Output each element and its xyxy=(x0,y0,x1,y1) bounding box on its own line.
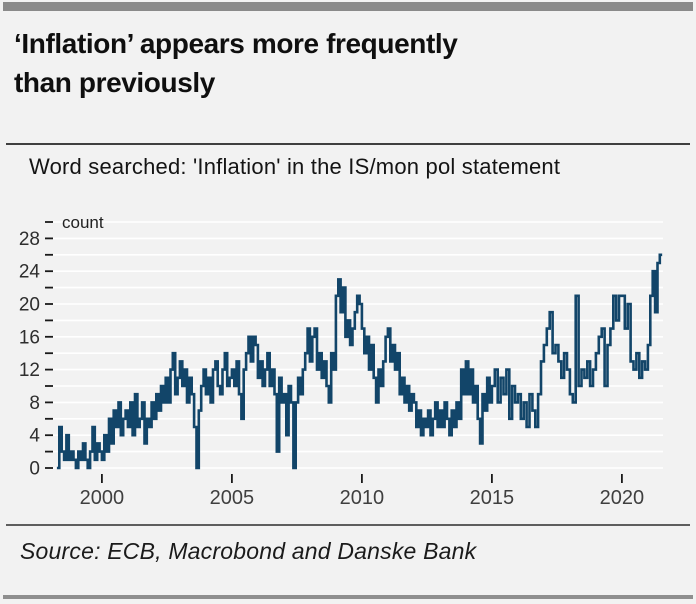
top-border-bar xyxy=(3,2,693,11)
svg-text:2000: 2000 xyxy=(80,487,125,509)
svg-text:2010: 2010 xyxy=(340,487,385,509)
svg-text:count: count xyxy=(62,213,104,232)
source-divider xyxy=(6,524,690,526)
svg-text:24: 24 xyxy=(19,262,41,283)
svg-text:0: 0 xyxy=(29,459,40,480)
svg-text:8: 8 xyxy=(29,393,40,414)
svg-text:2020: 2020 xyxy=(600,487,645,509)
chart-headline-line1: ‘Inflation’ appears more frequently xyxy=(14,28,458,59)
svg-text:2015: 2015 xyxy=(470,487,515,509)
svg-text:20: 20 xyxy=(19,295,40,316)
chart-headline-line2: than previously xyxy=(14,67,215,99)
inflation-word-count-chart: 0 4 8 12 16 20 24 28 count 2000 2005 2010 2015 2020 xyxy=(19,213,663,509)
source-note: Source: ECB, Macrobond and Danske Bank xyxy=(20,538,477,564)
chart-headline: ‘Inflation’ appears more frequently than … xyxy=(14,24,674,102)
bottom-border-bar xyxy=(3,595,693,599)
headline-divider xyxy=(6,143,690,145)
svg-text:16: 16 xyxy=(19,327,40,348)
chart-subtitle: Word searched: 'Inflation' in the IS/mon… xyxy=(29,154,561,179)
svg-text:12: 12 xyxy=(19,360,40,381)
svg-text:28: 28 xyxy=(19,229,40,250)
svg-text:2005: 2005 xyxy=(210,487,255,509)
svg-text:4: 4 xyxy=(29,426,40,447)
